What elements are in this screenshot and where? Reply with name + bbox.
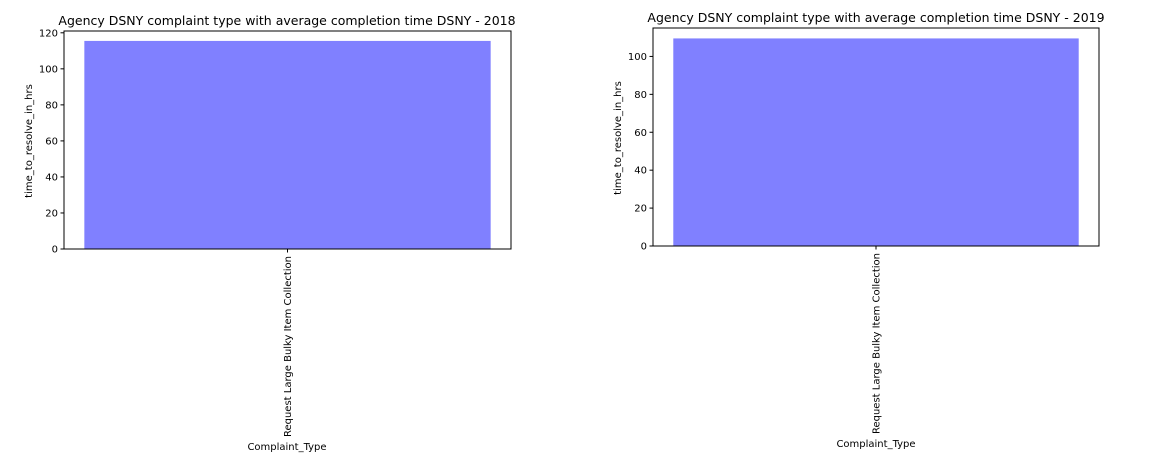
y-tick-label: 40 [45,172,58,183]
chart-title: Agency DSNY complaint type with average … [647,10,1104,25]
y-tick-label: 20 [634,204,647,215]
y-tick-label: 0 [52,245,58,256]
x-axis-label: Complaint_Type [836,439,915,450]
y-tick-label: 20 [45,208,58,219]
chart-2018: Agency DSNY complaint type with average … [24,13,516,453]
chart-2019: Agency DSNY complaint type with average … [613,10,1105,450]
y-axis-label: time_to_resolve_in_hrs [24,84,35,198]
y-tick-label: 100 [39,64,58,75]
y-tick-label: 120 [39,28,58,39]
y-axis-label: time_to_resolve_in_hrs [613,81,624,195]
bar [673,38,1079,246]
y-tick-label: 60 [45,136,58,147]
chart-title: Agency DSNY complaint type with average … [58,13,515,28]
x-tick-label: Request Large Bulky Item Collection [872,253,883,434]
x-axis-label: Complaint_Type [247,442,326,453]
y-tick-label: 80 [634,90,647,101]
x-tick-label: Request Large Bulky Item Collection [283,256,294,437]
y-tick-label: 0 [641,242,647,253]
bar [84,40,491,250]
y-tick-label: 80 [45,100,58,111]
y-tick-label: 60 [634,128,647,139]
y-tick-label: 100 [628,52,647,63]
y-tick-label: 40 [634,166,647,177]
